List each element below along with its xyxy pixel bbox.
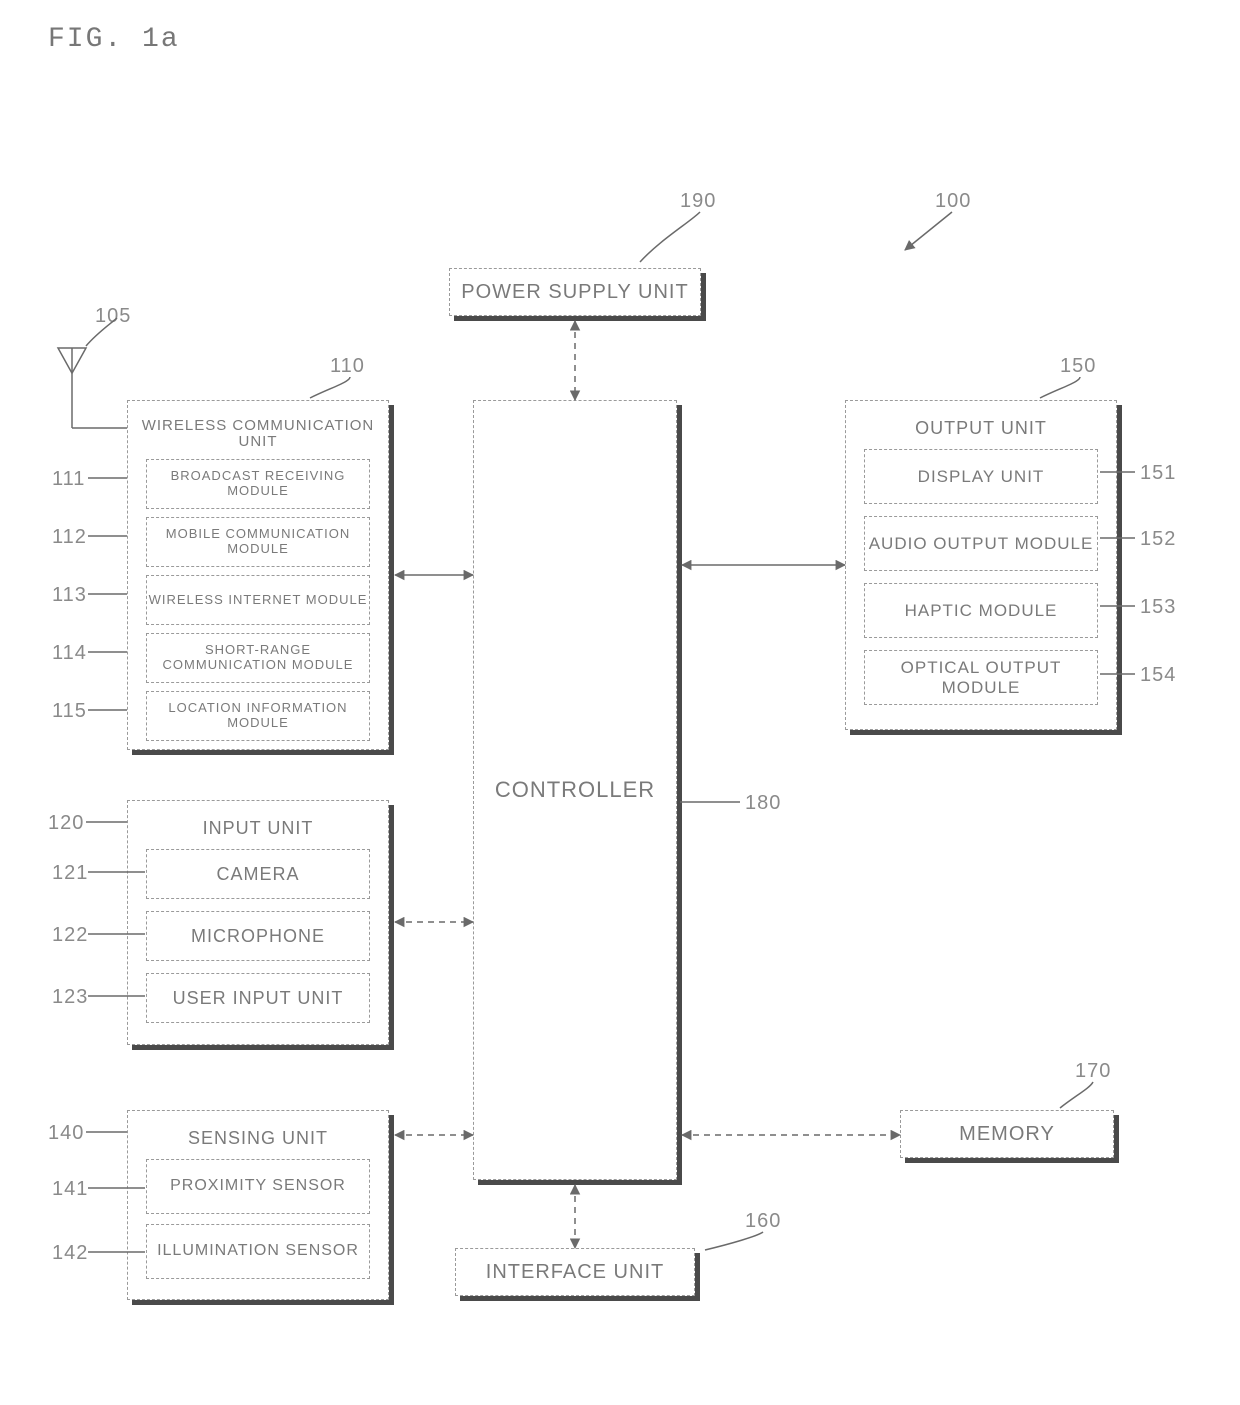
wireless-item: BROADCAST RECEIVING MODULE [146,459,370,509]
ref-123: 123 [52,986,88,1009]
ref-141: 141 [52,1178,88,1201]
ref-105: 105 [95,305,131,328]
ref-121: 121 [52,862,88,885]
ref-122: 122 [52,924,88,947]
controller-label: CONTROLLER [495,777,655,803]
wireless-item: MOBILE COMMUNICATION MODULE [146,517,370,567]
ref-115: 115 [52,700,87,723]
wireless-item: WIRELESS INTERNET MODULE [146,575,370,625]
ref-142: 142 [52,1242,88,1265]
power-supply-unit-box: POWER SUPPLY UNIT [449,268,701,316]
interface-unit-box: INTERFACE UNIT [455,1248,695,1296]
output-unit-box: OUTPUT UNITDISPLAY UNIT AUDIO OUTPUT MODU… [845,400,1117,730]
sensing-item: PROXIMITY SENSOR [146,1159,370,1214]
sensing-unit-box: SENSING UNITPROXIMITY SENSOR ILLUMINATION… [127,1110,389,1300]
output-item: OPTICAL OUTPUT MODULE [864,650,1098,705]
ref-110: 110 [330,355,365,378]
ref-120: 120 [48,812,84,835]
ref-114: 114 [52,642,87,665]
output-item: HAPTIC MODULE [864,583,1098,638]
ref-150: 150 [1060,355,1096,378]
input-item: CAMERA [146,849,370,899]
diagram-canvas: FIG. 1a POWER SUPPLY UNIT CONTROLLER WIR… [0,0,1240,1405]
wireless-item: LOCATION INFORMATION MODULE [146,691,370,741]
ref-151: 151 [1140,462,1176,485]
ref-152: 152 [1140,528,1176,551]
wireless-communication-unit-box: WIRELESS COMMUNICATION UNITBROADCAST REC… [127,400,389,750]
output-item: DISPLAY UNIT [864,449,1098,504]
input-item: USER INPUT UNIT [146,973,370,1023]
memory-box: MEMORY [900,1110,1114,1158]
output-title: OUTPUT UNIT [846,409,1116,449]
ref-111: 111 [52,468,85,491]
input-unit-box: INPUT UNITCAMERA MICROPHONE USER INPUT UNI… [127,800,389,1045]
wireless-title: WIRELESS COMMUNICATION UNIT [128,409,388,459]
sensing-item: ILLUMINATION SENSOR [146,1224,370,1279]
memory-label: MEMORY [959,1123,1055,1146]
interface-unit-label: INTERFACE UNIT [486,1261,664,1284]
power-supply-unit-label: POWER SUPPLY UNIT [461,281,688,304]
output-item: AUDIO OUTPUT MODULE [864,516,1098,571]
ref-113: 113 [52,584,87,607]
ref-154: 154 [1140,664,1176,687]
ref-170: 170 [1075,1060,1111,1083]
figure-label: FIG. 1a [48,24,180,55]
ref-112: 112 [52,526,87,549]
wireless-item: SHORT-RANGE COMMUNICATION MODULE [146,633,370,683]
ref-160: 160 [745,1210,781,1233]
input-item: MICROPHONE [146,911,370,961]
sensing-title: SENSING UNIT [128,1119,388,1159]
ref-153: 153 [1140,596,1176,619]
controller-box: CONTROLLER [473,400,677,1180]
ref-140: 140 [48,1122,84,1145]
ref-180: 180 [745,792,781,815]
input-title: INPUT UNIT [128,809,388,849]
ref-190: 190 [680,190,716,213]
ref-100: 100 [935,190,971,213]
